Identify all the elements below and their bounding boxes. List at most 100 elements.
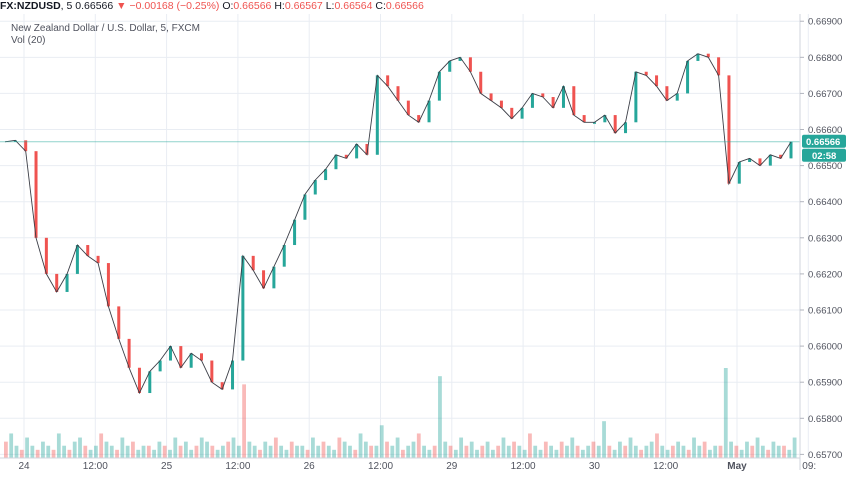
chart-grid	[0, 14, 809, 458]
candle	[158, 360, 162, 372]
volume-bar	[596, 445, 601, 458]
volume-bar	[115, 449, 119, 458]
candle	[541, 93, 545, 98]
open-label: O:	[222, 0, 234, 12]
volume-bar	[660, 445, 665, 458]
volume-bar	[25, 437, 29, 458]
volume-bar	[750, 445, 755, 458]
candle	[168, 346, 172, 361]
close-value: 0.66566	[385, 0, 424, 12]
candle	[561, 86, 565, 108]
volume-bar	[273, 437, 278, 458]
volume-bar	[692, 437, 696, 458]
volume-bar	[517, 445, 522, 458]
symbol-name: FX:NZDUSD	[0, 0, 61, 12]
interval: 5	[66, 0, 73, 12]
candle	[386, 75, 390, 87]
time-tick-label: 29	[446, 461, 458, 472]
volume-bar	[448, 445, 453, 458]
candle	[24, 140, 28, 152]
candle	[479, 71, 483, 94]
price-tick-label: 0.65700	[808, 450, 842, 461]
time-tick-label: 12:00	[511, 461, 536, 472]
candle	[34, 151, 38, 238]
volume-bar	[221, 445, 225, 458]
volume-bar	[639, 449, 643, 458]
volume-bar	[120, 437, 125, 458]
time-tick-label: 30	[589, 461, 601, 472]
volume-bar	[51, 449, 56, 458]
volume-bar	[734, 445, 739, 458]
volume-bar	[93, 445, 98, 458]
candle	[127, 338, 131, 368]
price-tick-label: 0.66700	[808, 89, 842, 100]
volume-bar	[475, 449, 479, 458]
time-tick-label: May	[727, 461, 747, 472]
open-value: 0.66566	[233, 0, 272, 12]
candle	[179, 346, 183, 368]
volume-bar	[766, 449, 771, 458]
volume-bar	[782, 445, 786, 458]
volume-bar	[549, 445, 554, 458]
candle	[624, 122, 628, 134]
volume-bar	[242, 384, 246, 458]
candle	[75, 245, 79, 274]
volume-bar	[591, 441, 596, 458]
price-axis[interactable]: 0.66900 0.66800 0.66700 0.66600 0.66500 0.664…	[800, 17, 842, 461]
candle	[106, 263, 110, 307]
volume-bar	[512, 441, 516, 458]
volume-bar	[432, 445, 437, 458]
price-tick-label: 0.66500	[808, 161, 842, 172]
volume-bar	[183, 441, 188, 458]
volume-bar	[533, 445, 538, 458]
candle	[55, 273, 59, 292]
candle	[251, 255, 255, 271]
volume-bar	[602, 421, 606, 458]
volume-bar	[453, 449, 458, 458]
candle	[210, 360, 214, 383]
candle	[768, 154, 772, 166]
volume-legend: Vol (20)	[11, 35, 45, 46]
volume-bar	[305, 449, 310, 458]
candle	[789, 141, 793, 159]
volume-bars	[4, 368, 797, 458]
volume-bar	[247, 441, 252, 458]
price-tick-label: 0.65900	[808, 378, 842, 389]
volume-bar	[607, 445, 612, 458]
candle	[686, 60, 690, 94]
volume-bar	[528, 433, 532, 458]
candle	[334, 154, 338, 170]
price-tick-label: 0.66300	[808, 233, 842, 244]
price-tick-label: 0.66600	[808, 125, 842, 136]
candle	[303, 194, 307, 220]
candle	[727, 75, 731, 184]
volume-bar	[141, 445, 146, 458]
down-arrow-icon: ▼	[116, 0, 127, 12]
volume-bar	[348, 445, 352, 458]
volume-bar	[178, 445, 183, 458]
candle	[510, 107, 514, 119]
candle	[530, 93, 534, 108]
price-tick-label: 0.66800	[808, 53, 842, 64]
volume-bar	[157, 441, 162, 458]
volume-bar	[416, 433, 421, 458]
volume-bar	[83, 445, 88, 458]
volume-bar	[67, 449, 72, 458]
price-tick-label: 0.66400	[808, 197, 842, 208]
volume-bar	[109, 445, 114, 458]
volume-bar	[422, 445, 426, 458]
volume-bar	[443, 441, 448, 458]
volume-bar	[321, 441, 326, 458]
volume-bar	[295, 445, 299, 458]
time-axis[interactable]: 24 12:00 25 12:00 26 12:00 29 12:00 30 12:00 May 09…	[18, 461, 816, 472]
candle	[675, 93, 679, 101]
volume-bar	[686, 449, 691, 458]
symbol-header: FX:NZDUSD, 5 0.66566 ▼ −0.00168 (−0.25%)…	[0, 0, 424, 12]
volume-bar	[379, 425, 384, 458]
volume-bar	[708, 449, 712, 458]
candle	[427, 100, 431, 123]
candle	[748, 158, 752, 162]
candle	[458, 57, 462, 61]
candle	[344, 154, 348, 159]
